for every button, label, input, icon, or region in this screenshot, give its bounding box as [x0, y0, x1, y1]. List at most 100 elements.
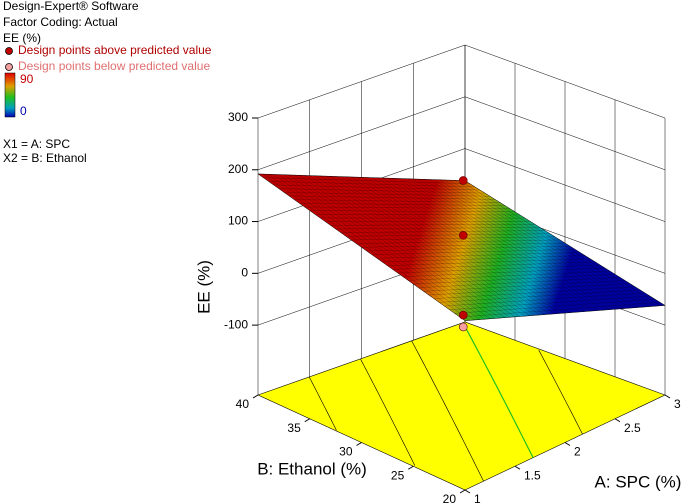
x-tick-label: 1.5 [524, 468, 541, 482]
mesh-line [413, 178, 616, 310]
z-axis-title: EE (%) [194, 260, 213, 314]
x-axis-title: A: SPC (%) [595, 472, 682, 491]
mesh-line [397, 178, 601, 311]
legend-marker [5, 63, 13, 71]
y-tick [459, 489, 466, 494]
mesh-line [340, 230, 546, 233]
mesh-line [433, 179, 636, 308]
mesh-line [361, 177, 566, 314]
x-tick [614, 418, 621, 423]
mesh-line [433, 286, 636, 299]
z-tick-label: 100 [228, 214, 248, 228]
y-tick-label: 20 [443, 492, 457, 504]
software: Design-Expert® Software [3, 0, 139, 13]
mesh-line [273, 184, 481, 191]
mesh-line [356, 239, 561, 244]
mesh-line [397, 264, 601, 274]
mesh-line [387, 258, 591, 266]
mesh-line [319, 175, 526, 317]
mesh-line [418, 277, 621, 288]
mesh-line [361, 242, 566, 248]
mesh-line [454, 180, 656, 307]
y-tick-label: 35 [287, 421, 301, 435]
mesh-line [335, 176, 541, 316]
mesh-line [289, 195, 496, 200]
mesh-line [449, 179, 651, 307]
mesh-line [444, 292, 646, 307]
mesh-line [330, 176, 536, 316]
mesh-line [345, 176, 551, 315]
mesh-line [314, 175, 521, 317]
mesh-line [294, 199, 501, 203]
coding: Factor Coding: Actual [3, 15, 118, 29]
contour-line [462, 322, 534, 458]
response: EE (%) [3, 31, 41, 45]
mesh-line [309, 210, 516, 213]
mesh-line [366, 177, 571, 313]
y-tick [252, 394, 259, 399]
x-tick [514, 465, 521, 470]
design-point [458, 310, 468, 320]
z-tick-label: 200 [228, 162, 248, 176]
y-axis-title: B: Ethanol (%) [257, 459, 367, 478]
mesh-line [376, 177, 581, 313]
z-tick-label: 300 [228, 110, 248, 124]
y-tick [407, 465, 414, 470]
mesh-line [263, 177, 471, 184]
x-tick-label: 2.5 [624, 421, 641, 435]
mesh-line [377, 252, 581, 259]
y-tick [304, 418, 311, 423]
colorbar-min: 0 [20, 104, 27, 118]
mesh-line [294, 174, 501, 319]
mesh-line [402, 178, 606, 311]
mesh-line [444, 179, 646, 308]
y-tick-label: 40 [236, 397, 250, 411]
mesh-line [299, 175, 506, 318]
mesh-line [407, 178, 611, 310]
mesh-line [382, 255, 586, 263]
mesh-line [428, 179, 631, 309]
mesh-line [325, 175, 531, 316]
mesh-line [283, 192, 491, 197]
mesh-line [351, 176, 556, 314]
contour-line [411, 340, 484, 482]
design-point [458, 231, 468, 240]
factor: X2 = B: Ethanol [3, 151, 87, 165]
mesh-line [382, 177, 586, 312]
mesh-line [459, 302, 661, 318]
x-tick-label: 1 [474, 492, 481, 504]
mesh-line [402, 267, 606, 277]
mesh-line [371, 177, 576, 313]
mesh-line [413, 274, 616, 285]
mesh-line [387, 177, 591, 312]
y-tick-label: 25 [391, 468, 405, 482]
color-bar [4, 72, 16, 118]
mesh-line [314, 214, 521, 216]
x-tick-label: 2 [574, 445, 581, 459]
mesh-line [366, 245, 571, 252]
x-tick [664, 394, 671, 399]
mesh-line [351, 236, 556, 241]
mesh-line [309, 175, 516, 318]
contour-line [360, 358, 416, 466]
mesh-line [449, 295, 651, 310]
mesh-line [268, 174, 476, 321]
legend-label: Design points below predicted value [18, 59, 210, 73]
mesh-line [418, 178, 621, 310]
z-tick-label: 0 [241, 265, 248, 279]
x-tick [564, 442, 571, 446]
mesh-line [268, 181, 476, 188]
mesh-line [439, 289, 641, 303]
mesh-line [299, 203, 506, 206]
mesh-line [345, 233, 551, 237]
mesh-line [288, 174, 496, 319]
x-tick [464, 489, 471, 494]
contour-line [308, 376, 337, 431]
legend-label: Design points above predicted value [18, 43, 212, 57]
mesh-line [304, 175, 511, 318]
mesh-line [423, 280, 626, 292]
y-tick [356, 442, 362, 446]
mesh-line [392, 261, 596, 270]
mesh-line [408, 270, 611, 281]
